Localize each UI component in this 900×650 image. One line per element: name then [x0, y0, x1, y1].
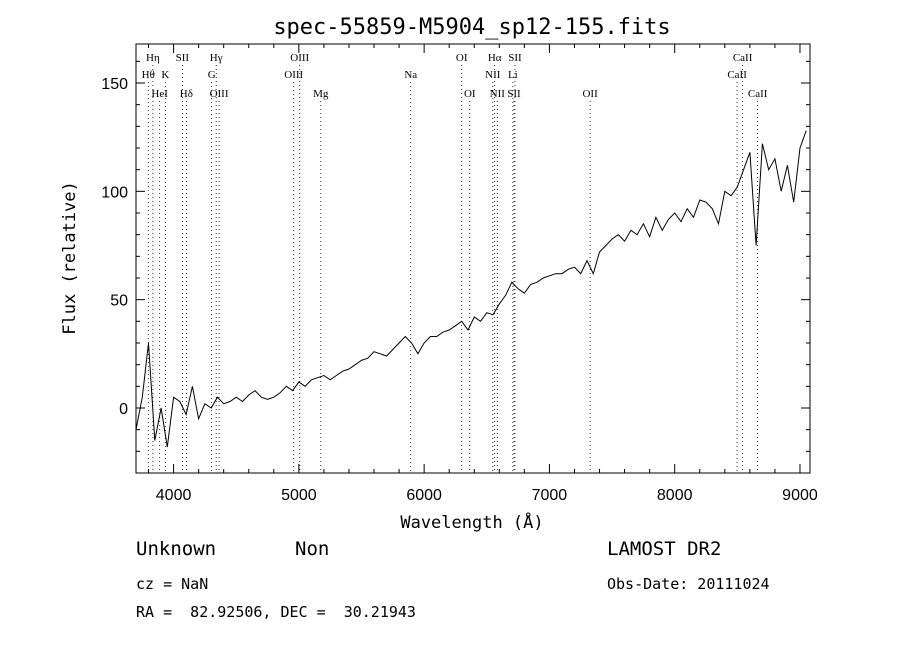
y-tick-label: 150	[101, 76, 128, 93]
x-tick-label: 7000	[532, 487, 568, 504]
x-axis-label: Wavelength (Å)	[400, 511, 543, 533]
y-tick-label: 100	[101, 184, 128, 201]
spectral-line-label: NII	[485, 69, 501, 81]
spectral-line-label: Na	[404, 69, 417, 81]
spectral-line-label: SII	[176, 52, 190, 64]
spectral-line-label: OII	[582, 88, 598, 100]
coordinates-label: RA = 82.92506, DEC = 30.21943	[136, 603, 416, 621]
spectral-line-label: G	[208, 69, 216, 81]
spectral-line-label: SII	[508, 52, 522, 64]
x-tick-label: 8000	[657, 487, 693, 504]
obs-date-label: Obs-Date: 20111024	[607, 575, 770, 593]
subclass-label: Non	[295, 538, 330, 560]
spectral-line-markers	[147, 65, 759, 473]
spectral-line-label: OI	[456, 52, 468, 64]
spectral-line-label: CaII	[733, 52, 753, 64]
x-tick-label: 9000	[782, 487, 818, 504]
spectral-line-label: NII	[490, 88, 506, 100]
survey-label: LAMOST DR2	[607, 538, 722, 560]
spectral-line-label: CaII	[727, 69, 747, 81]
spectral-line-label: OIII	[290, 52, 309, 64]
x-tick-label: 6000	[406, 487, 442, 504]
spectral-line-label: Li	[508, 69, 518, 81]
spectral-line-label: CaII	[748, 88, 768, 100]
spectral-line-label: Hθ	[142, 69, 155, 81]
spectral-line-label: K	[161, 69, 169, 81]
spectral-line-label: Hα	[488, 52, 502, 64]
spectral-line-label: OIII	[284, 69, 303, 81]
y-tick-label: 0	[119, 401, 128, 418]
spectral-line-label: Mg	[313, 88, 329, 100]
spectral-line-label: HeI	[151, 88, 168, 100]
y-tick-label: 50	[110, 293, 128, 310]
y-axis-label: Flux (relative)	[60, 181, 80, 335]
x-tick-label: 4000	[156, 487, 192, 504]
spectrum-series-line	[135, 130, 807, 448]
spectral-line-label: OIII	[210, 88, 229, 100]
chart-title: spec-55859-M5904_sp12-155.fits	[273, 15, 670, 40]
y-axis-ticks: 0 50 100 150	[101, 60, 810, 452]
plot-frame	[135, 43, 811, 474]
spectral-line-label: OI	[464, 88, 476, 100]
spectral-line-label: Hη	[146, 52, 160, 64]
spectral-line-label: Hδ	[180, 88, 193, 100]
spectral-line-label: Hγ	[210, 52, 223, 64]
spectral-line-label: SII	[507, 88, 521, 100]
redshift-label: cz = NaN	[136, 575, 209, 593]
class-label: Unknown	[136, 538, 217, 560]
x-tick-label: 5000	[281, 487, 317, 504]
x-axis-ticks: 4000 5000 6000 7000 8000 9000	[148, 44, 818, 504]
